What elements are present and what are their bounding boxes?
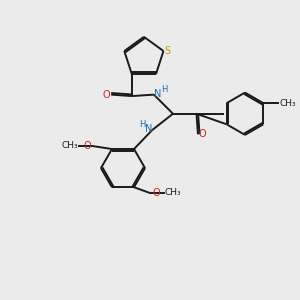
Text: O: O <box>152 188 160 198</box>
Text: O: O <box>83 141 91 151</box>
Text: S: S <box>164 46 170 56</box>
Text: H: H <box>139 120 145 129</box>
Text: N: N <box>145 124 152 134</box>
Text: O: O <box>103 90 111 100</box>
Text: CH₃: CH₃ <box>61 141 78 150</box>
Text: H: H <box>161 85 167 94</box>
Text: O: O <box>198 129 206 139</box>
Text: N: N <box>154 89 161 99</box>
Text: CH₃: CH₃ <box>279 99 296 108</box>
Text: CH₃: CH₃ <box>165 188 182 197</box>
